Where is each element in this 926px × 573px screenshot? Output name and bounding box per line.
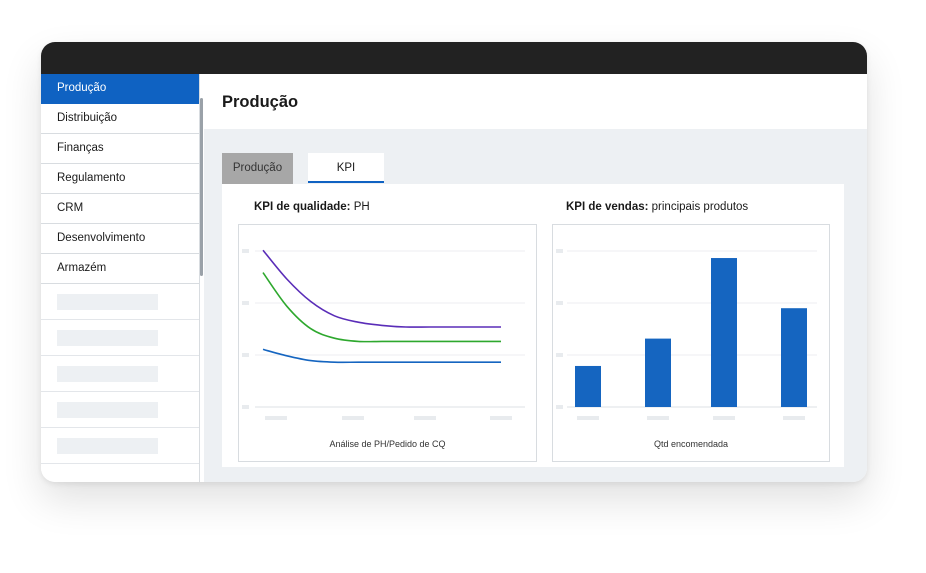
y-tick-stub [242,249,249,253]
app-window: Produção Distribuição Finanças Regulamento C… [41,42,867,482]
quality-heading-bold: KPI de qualidade: [254,201,351,213]
x-tick-stub [414,416,436,420]
page-title: Produção [222,93,299,111]
sidebar-item-3[interactable]: Regulamento [41,164,199,194]
y-tick-stub [556,301,563,305]
sidebar-item-6[interactable]: Armazém [41,254,199,284]
placeholder-bar [57,438,158,454]
quality-line-chart-svg [242,249,525,420]
x-tick-stub [342,416,364,420]
line-series-0 [262,249,501,328]
quality-chart: Análise de PH/Pedido de CQ [238,224,537,462]
x-tick-stub [783,416,805,420]
y-tick-stub [242,301,249,305]
placeholder-bar [57,402,158,418]
sidebar-nav: Produção Distribuição Finanças Regulamento C… [41,74,199,284]
quality-chart-xlabel: Análise de PH/Pedido de CQ [329,439,446,449]
sidebar-placeholder-list [41,284,199,464]
x-tick-stub [577,416,599,420]
sales-bar-chart-svg [556,249,817,420]
tab-producao[interactable]: Produção [222,153,293,184]
sidebar-scrollbar[interactable] [200,98,203,276]
sidebar-item-2[interactable]: Finanças [41,134,199,164]
y-tick-stub [556,249,563,253]
bar-1 [645,338,671,407]
sidebar-item-5[interactable]: Desenvolvimento [41,224,199,254]
sidebar-item-4[interactable]: CRM [41,194,199,224]
sidebar-placeholder-row [41,392,199,428]
sidebar-placeholder-row [41,284,199,320]
sidebar-placeholder-row [41,356,199,392]
placeholder-bar [57,366,158,382]
x-tick-stub [647,416,669,420]
x-tick-stub [713,416,735,420]
sales-chart: Qtd encomendada [552,224,830,462]
quality-heading-rest: PH [350,201,370,213]
quality-chart-heading: KPI de qualidade: PH [254,201,370,213]
kpi-panel: KPI de qualidade: PH Análise de PH/Pedid… [222,184,844,467]
bar-0 [575,365,601,407]
bar-3 [781,308,807,407]
y-tick-stub [242,353,249,357]
sidebar-item-0[interactable]: Produção [41,74,199,104]
sales-heading-rest: principais produtos [648,201,749,213]
sidebar-placeholder-row [41,320,199,356]
placeholder-bar [57,330,158,346]
x-tick-stub [490,416,512,420]
page-header: Produção [204,74,867,129]
title-bar [41,42,867,74]
sales-chart-xlabel: Qtd encomendada [653,439,729,449]
sidebar-item-1[interactable]: Distribuição [41,104,199,134]
x-tick-stub [265,416,287,420]
line-series-1 [262,272,501,343]
line-series-2 [262,348,501,364]
sales-heading-bold: KPI de vendas: [566,201,649,213]
bar-2 [711,258,737,407]
sales-chart-heading: KPI de vendas: principais produtos [566,201,748,213]
y-tick-stub [242,405,249,409]
sidebar-placeholder-row [41,428,199,464]
placeholder-bar [57,294,158,310]
y-tick-stub [556,405,563,409]
tab-kpi[interactable]: KPI [308,153,384,183]
y-tick-stub [556,353,563,357]
sidebar: Produção Distribuição Finanças Regulamento C… [41,74,200,482]
